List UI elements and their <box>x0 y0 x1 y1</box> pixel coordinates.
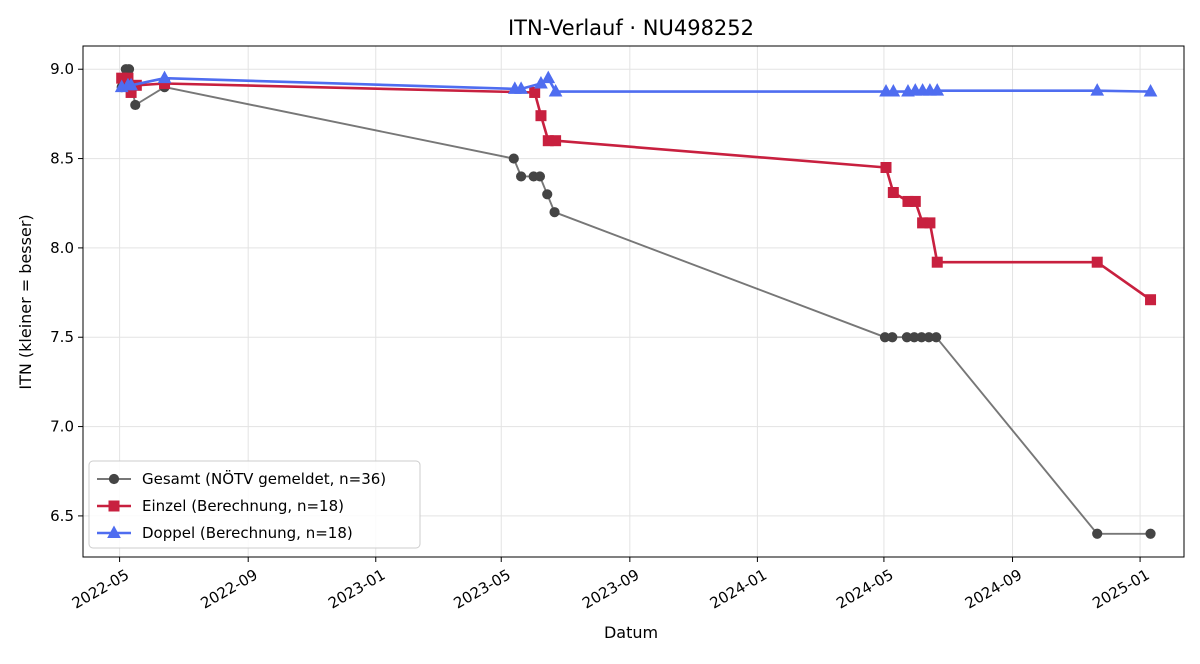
data-point <box>909 195 921 207</box>
data-point <box>880 161 892 173</box>
legend-marker <box>108 473 120 485</box>
data-point <box>924 217 936 229</box>
series-circle <box>116 64 1156 539</box>
data-point <box>130 99 141 111</box>
y-axis-label: ITN (kleiner = besser) <box>16 214 35 389</box>
legend-label: Doppel (Berechnung, n=18) <box>142 524 353 542</box>
data-point <box>1145 294 1157 306</box>
data-point <box>508 153 519 164</box>
data-point <box>548 84 563 97</box>
y-tick-label: 7.0 <box>50 418 74 436</box>
legend-item: Doppel (Berechnung, n=18) <box>97 524 353 542</box>
data-point <box>887 187 899 199</box>
chart-title: ITN-Verlauf · NU498252 <box>508 16 754 40</box>
data-point <box>1143 84 1158 97</box>
data-point <box>542 189 553 200</box>
data-point <box>123 64 135 75</box>
data-point <box>1092 528 1103 539</box>
y-tick-label: 9.0 <box>50 60 74 78</box>
data-point <box>157 70 172 84</box>
data-point <box>535 110 547 122</box>
plot-frame <box>82 45 1185 558</box>
data-point <box>887 332 898 343</box>
data-point <box>1145 528 1156 539</box>
series-triangle <box>114 70 1158 97</box>
data-point <box>886 84 901 97</box>
data-point <box>931 332 942 343</box>
legend-box <box>88 460 421 549</box>
data-point <box>515 171 527 182</box>
x-axis-label: Datum <box>604 623 658 642</box>
data-point <box>541 70 556 84</box>
data-point <box>549 207 560 218</box>
y-tick-label: 6.5 <box>50 507 74 525</box>
y-tick-label: 7.5 <box>50 328 74 346</box>
legend-label: Einzel (Berechnung, n=18) <box>142 497 344 515</box>
legend-marker <box>107 525 121 538</box>
data-point <box>1091 256 1103 268</box>
data-point <box>124 77 138 91</box>
data-point <box>931 256 943 268</box>
legend-label: Gesamt (NÖTV gemeldet, n=36) <box>142 469 386 488</box>
y-tick-label: 8.0 <box>50 239 74 257</box>
data-point <box>534 171 546 182</box>
data-point <box>930 83 945 96</box>
data-point <box>550 135 562 147</box>
data-point <box>514 81 528 94</box>
data-point <box>1090 83 1105 96</box>
data-point <box>529 86 541 98</box>
legend-item: Gesamt (NÖTV gemeldet, n=36) <box>97 469 386 488</box>
legend-item: Einzel (Berechnung, n=18) <box>97 497 344 515</box>
y-tick-label: 8.5 <box>50 150 74 168</box>
legend-marker <box>108 500 120 512</box>
